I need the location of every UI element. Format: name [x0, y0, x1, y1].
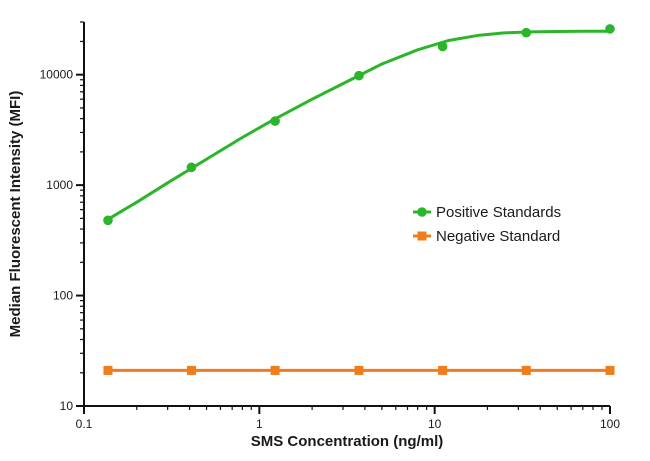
data-point — [103, 215, 113, 226]
x-tick-label: 0.1 — [76, 417, 93, 431]
axes — [83, 22, 610, 407]
x-tick-label: 1 — [256, 417, 263, 431]
y-tick-label: 1000 — [46, 178, 73, 192]
legend-label: Positive Standards — [436, 204, 561, 221]
data-point — [438, 365, 448, 375]
data-point — [437, 41, 448, 52]
data-point — [354, 70, 364, 81]
x-tick-label: 10 — [428, 417, 442, 431]
data-point — [354, 365, 364, 375]
series-line-0 — [107, 29, 610, 221]
data-point — [605, 365, 615, 375]
legend-label: Negative Standard — [436, 228, 560, 245]
fit-curves — [107, 29, 610, 372]
x-axis-title: SMS Concentration (ng/ml) — [251, 433, 444, 450]
data-point — [186, 365, 196, 375]
legend-marker — [417, 231, 427, 241]
data-point — [270, 365, 280, 375]
data-point — [186, 162, 197, 173]
legend: Positive Standards Negative Standard — [413, 204, 561, 245]
legend-marker — [417, 207, 427, 217]
y-tick-label: 10 — [60, 399, 74, 413]
data-point — [103, 365, 113, 375]
data-point — [521, 27, 532, 38]
data-point — [521, 365, 531, 375]
data-point — [605, 24, 615, 34]
x-tick-label: 100 — [600, 417, 620, 431]
x-ticks: 0.1 1 10 100 — [76, 406, 620, 431]
y-tick-label: 100 — [53, 289, 73, 303]
y-ticks: 10 100 1000 10000 — [40, 21, 84, 413]
y-tick-label: 10000 — [40, 68, 74, 82]
data-point — [270, 116, 280, 126]
y-axis-title: Median Fluorescent Intensity (MFI) — [7, 91, 24, 338]
data-markers — [103, 24, 615, 375]
